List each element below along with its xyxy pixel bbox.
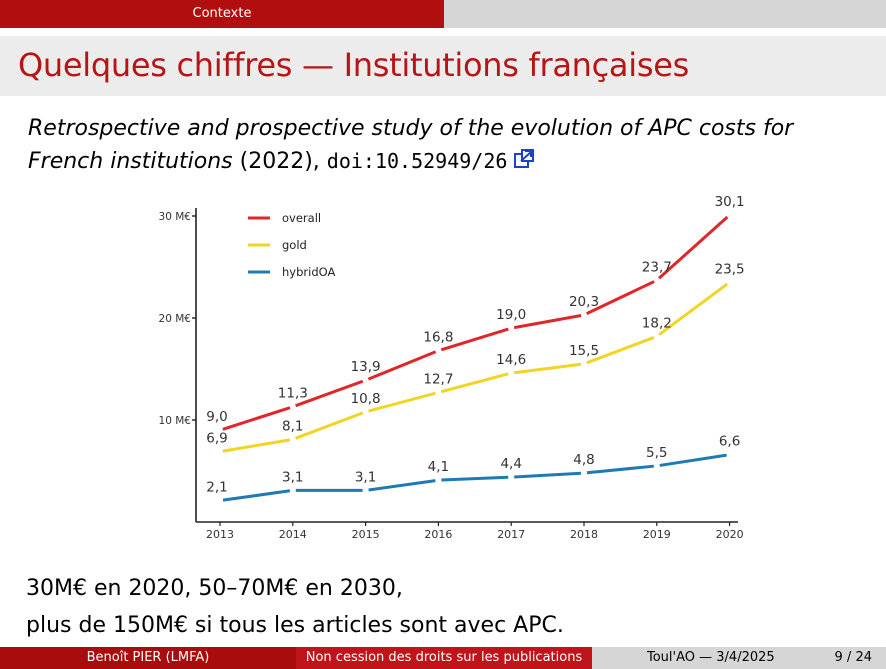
summary-notes: 30M€ en 2020, 50–70M€ en 2030, plus de 1…: [26, 570, 564, 644]
series-line-overall: [513, 314, 582, 330]
series-line-overall: [658, 215, 729, 280]
data-label-hybridOA: 6,6: [719, 434, 740, 450]
section-navigation-bar: Contexte: [0, 0, 886, 28]
data-label-overall: 13,9: [351, 359, 381, 375]
x-tick-label: 2018: [570, 528, 598, 541]
footer-bar: Benoît PIER (LMFA) Non cession des droit…: [0, 647, 886, 669]
note-line: plus de 150M€ si tous les articles sont …: [26, 613, 564, 638]
data-label-overall: 16,8: [423, 330, 453, 346]
data-label-gold: 6,9: [206, 431, 227, 447]
legend-label-overall: overall: [282, 211, 321, 225]
data-label-gold: 14,6: [496, 352, 526, 368]
series-line-hybridOA: [441, 475, 509, 482]
series-line-gold: [222, 438, 291, 453]
data-label-hybridOA: 4,4: [500, 456, 521, 472]
data-label-gold: 18,2: [642, 315, 672, 331]
data-label-hybridOA: 4,1: [428, 459, 449, 475]
series-line-overall: [586, 280, 655, 316]
series-line-hybridOA: [586, 464, 654, 475]
chart-svg: 10 M€ 20 M€ 30 M€ 2013 2014 2015 2016 2017 2018 2…: [159, 194, 745, 541]
section-tab[interactable]: Contexte: [0, 0, 444, 28]
x-tick-label: 2019: [643, 528, 671, 541]
series-line-gold: [658, 282, 729, 336]
series-line-overall: [440, 327, 509, 352]
data-label-gold: 12,7: [423, 371, 453, 387]
data-label-hybridOA: 5,5: [646, 445, 667, 461]
section-tab-label: Contexte: [192, 6, 252, 21]
reference-title: Retrospective and prospective study of t…: [28, 116, 794, 174]
data-label-hybridOA: 4,8: [573, 452, 594, 468]
data-label-overall: 23,7: [642, 259, 672, 275]
x-tick-label: 2013: [206, 528, 234, 541]
data-label-hybridOA: 3,1: [355, 469, 376, 485]
series-line-gold: [440, 372, 509, 394]
data-label-gold: 10,8: [351, 391, 381, 407]
footer-page-number: 9 / 24: [834, 650, 872, 665]
series-line-hybridOA: [659, 453, 727, 467]
footer-event-date: Toul'AO — 3/4/2025: [647, 650, 775, 665]
footer-talk-title-label: Non cession des droits sur les publicati…: [305, 650, 583, 665]
y-tick-label: 20 M€: [159, 313, 191, 325]
x-tick-label: 2016: [424, 528, 452, 541]
data-label-overall: 9,0: [206, 409, 227, 425]
legend-label-hybridOA: hybridOA: [282, 265, 335, 279]
x-tick-label: 2015: [352, 528, 380, 541]
data-label-overall: 30,1: [715, 194, 745, 210]
x-tick-label: 2020: [716, 528, 744, 541]
footer-author: Benoît PIER (LMFA): [0, 647, 296, 669]
data-label-gold: 23,5: [715, 261, 745, 277]
series-line-hybridOA: [222, 489, 291, 502]
y-tick-label: 30 M€: [159, 211, 191, 223]
x-tick-label: 2017: [497, 528, 525, 541]
data-label-hybridOA: 3,1: [282, 469, 303, 485]
series-line-overall: [295, 379, 364, 408]
external-link-icon[interactable]: [513, 147, 535, 169]
series-line-overall: [367, 350, 437, 381]
legend-label-gold: gold: [282, 238, 307, 252]
reference-doi[interactable]: doi:10.52949/26: [326, 149, 508, 173]
data-label-gold: 8,1: [282, 418, 303, 434]
reference-citation: Retrospective and prospective study of t…: [28, 112, 868, 178]
reference-year: (2022),: [232, 149, 327, 174]
series-line-gold: [295, 411, 364, 440]
data-label-hybridOA: 2,1: [206, 480, 227, 496]
footer-event: Toul'AO — 3/4/2025 9 / 24: [592, 647, 886, 669]
x-tick-label: 2014: [279, 528, 307, 541]
apc-cost-chart: 10 M€ 20 M€ 30 M€ 2013 2014 2015 2016 2017 2018 2…: [140, 192, 750, 544]
slide-title-bar: Quelques chiffres — Institutions françai…: [0, 36, 886, 96]
data-label-overall: 20,3: [569, 294, 599, 310]
series-line-overall: [222, 406, 291, 431]
series-line-gold: [368, 391, 436, 413]
footer-author-label: Benoît PIER (LMFA): [86, 650, 210, 665]
note-line: 30M€ en 2020, 50–70M€ en 2030,: [26, 576, 403, 601]
series-line-hybridOA: [514, 471, 582, 479]
footer-talk-title: Non cession des droits sur les publicati…: [296, 647, 592, 669]
series-line-gold: [513, 362, 582, 375]
series-line-gold: [586, 336, 655, 365]
slide-title: Quelques chiffres — Institutions françai…: [18, 46, 689, 84]
data-label-overall: 11,3: [278, 386, 308, 402]
data-label-overall: 19,0: [496, 307, 526, 323]
data-label-gold: 15,5: [569, 343, 599, 359]
series-line-hybridOA: [368, 479, 436, 492]
y-tick-label: 10 M€: [159, 415, 191, 427]
